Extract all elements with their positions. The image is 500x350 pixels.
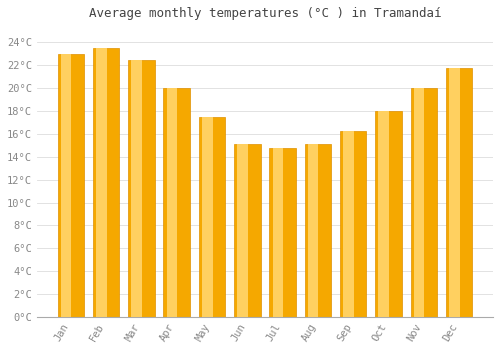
Bar bbox=[58, 54, 84, 317]
Bar bbox=[304, 144, 331, 317]
Bar bbox=[272, 148, 283, 317]
Bar bbox=[449, 68, 460, 317]
Bar bbox=[198, 117, 225, 317]
Bar bbox=[128, 60, 154, 317]
Bar bbox=[234, 144, 260, 317]
Bar bbox=[164, 88, 190, 317]
Bar bbox=[410, 88, 437, 317]
Bar bbox=[166, 88, 177, 317]
Bar bbox=[202, 117, 212, 317]
Bar bbox=[414, 88, 424, 317]
Title: Average monthly temperatures (°C ) in Tramandaí: Average monthly temperatures (°C ) in Tr… bbox=[88, 7, 441, 20]
Bar bbox=[96, 48, 106, 317]
Bar bbox=[340, 131, 366, 317]
Bar bbox=[93, 48, 120, 317]
Bar bbox=[237, 144, 248, 317]
Bar bbox=[343, 131, 353, 317]
Bar bbox=[446, 68, 472, 317]
Bar bbox=[378, 111, 389, 317]
Bar bbox=[308, 144, 318, 317]
Bar bbox=[270, 148, 296, 317]
Bar bbox=[375, 111, 402, 317]
Bar bbox=[60, 54, 72, 317]
Bar bbox=[132, 60, 142, 317]
